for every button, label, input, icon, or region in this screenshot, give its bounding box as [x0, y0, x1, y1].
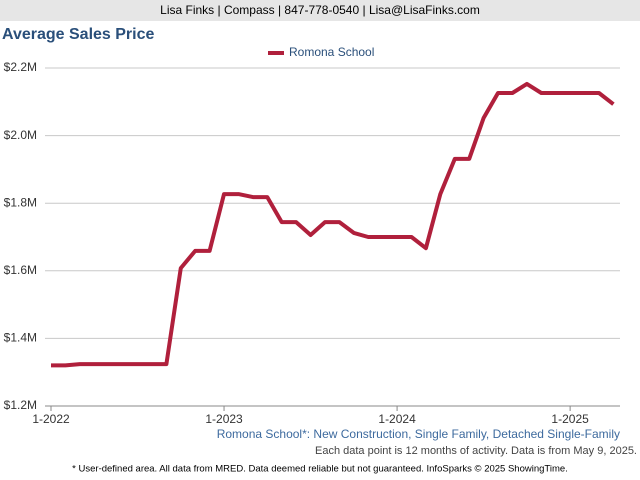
chart-title: Average Sales Price: [2, 26, 155, 43]
y-tick-label: $2.2M: [4, 60, 37, 74]
note: Each data point is 12 months of activity…: [315, 445, 637, 457]
y-tick-label: $1.2M: [4, 398, 37, 412]
footnote: * User-defined area. All data from MRED.…: [72, 464, 568, 475]
legend-label: Romona School: [289, 45, 374, 59]
y-tick-label: $1.8M: [4, 195, 37, 209]
header-bar: [0, 0, 640, 21]
y-tick-label: $1.6M: [4, 263, 37, 277]
note: Romona School*: New Construction, Single…: [217, 427, 620, 441]
data-line: [51, 81, 615, 368]
x-tick-label: 1-2024: [378, 412, 416, 426]
x-tick-label: 1-2023: [205, 412, 243, 426]
header: Lisa Finks | Compass | 847-778-0540 | Li…: [160, 3, 480, 17]
x-tick-label: 1-2025: [551, 412, 589, 426]
x-tick-label: 1-2022: [32, 412, 70, 426]
y-tick-label: $2.0M: [4, 128, 37, 142]
y-tick-label: $1.4M: [4, 331, 37, 345]
